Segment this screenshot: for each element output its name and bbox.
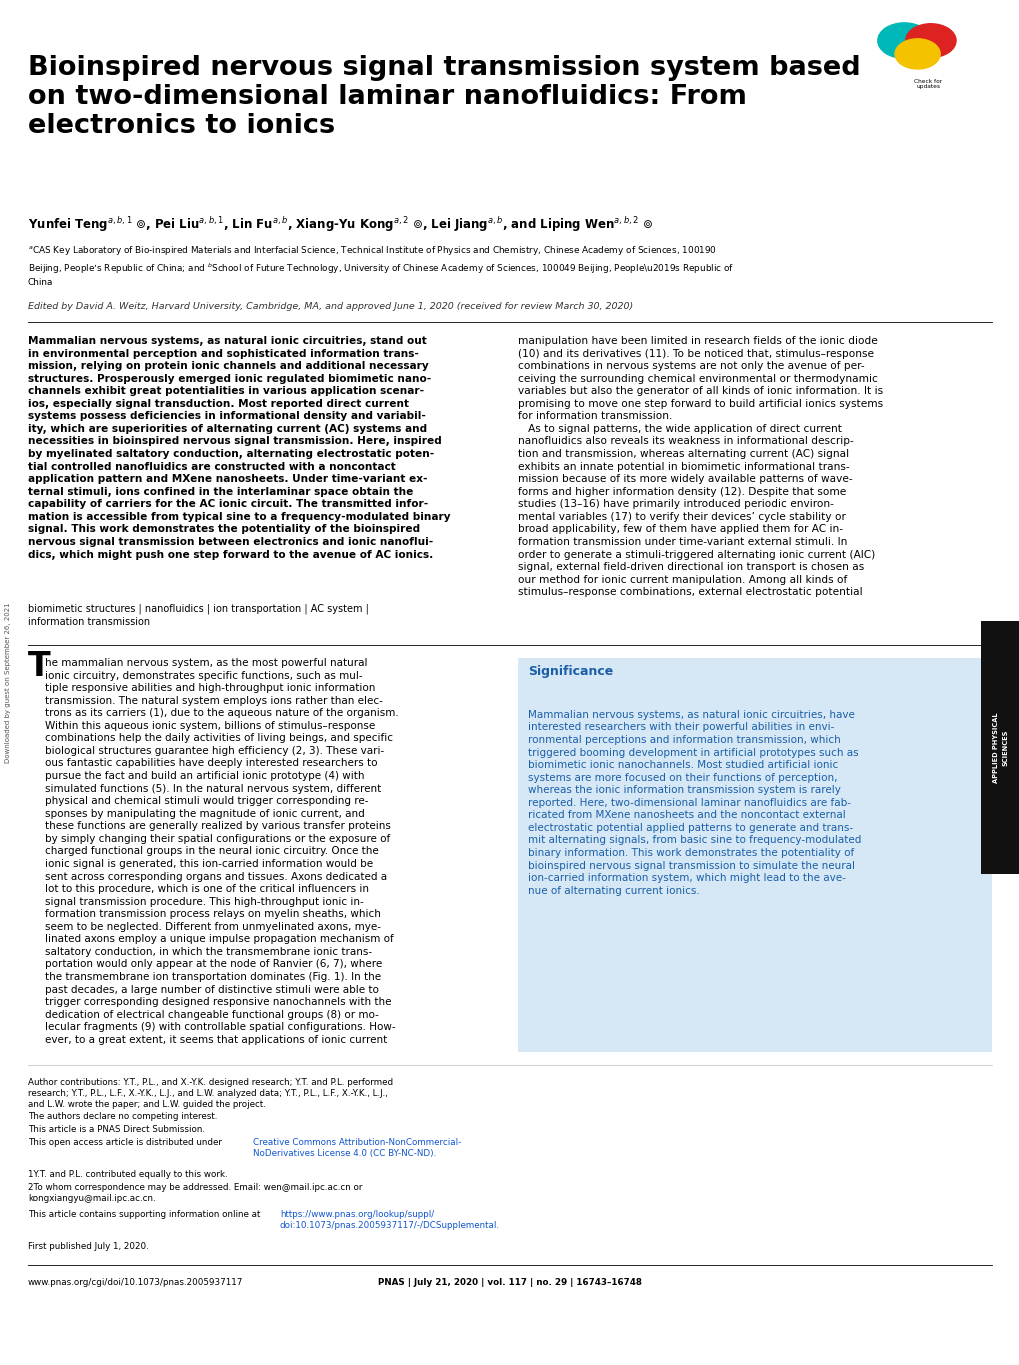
Text: www.pnas.org/cgi/doi/10.1073/pnas.2005937117: www.pnas.org/cgi/doi/10.1073/pnas.200593… — [28, 1278, 244, 1287]
Text: 2To whom correspondence may be addressed. Email: wen@mail.ipc.ac.cn or
kongxiang: 2To whom correspondence may be addressed… — [28, 1183, 362, 1203]
Text: Check for
updates: Check for updates — [913, 79, 942, 90]
Text: Mammalian nervous systems, as natural ionic circuitries, have
interested researc: Mammalian nervous systems, as natural io… — [528, 710, 860, 895]
Text: 1Y.T. and P.L. contributed equally to this work.: 1Y.T. and P.L. contributed equally to th… — [28, 1170, 227, 1179]
Text: PNAS | July 21, 2020 | vol. 117 | no. 29 | 16743–16748: PNAS | July 21, 2020 | vol. 117 | no. 29… — [378, 1278, 641, 1287]
Text: https://www.pnas.org/lookup/suppl/
doi:10.1073/pnas.2005937117/-/DCSupplemental.: https://www.pnas.org/lookup/suppl/ doi:1… — [280, 1209, 499, 1230]
FancyBboxPatch shape — [858, 8, 997, 100]
FancyBboxPatch shape — [980, 621, 1019, 874]
Text: The authors declare no competing interest.: The authors declare no competing interes… — [28, 1112, 217, 1121]
Text: $^a$CAS Key Laboratory of Bio-inspired Materials and Interfacial Science, Techni: $^a$CAS Key Laboratory of Bio-inspired M… — [28, 244, 734, 288]
Text: he mammalian nervous system, as the most powerful natural
ionic circuitry, demon: he mammalian nervous system, as the most… — [45, 658, 398, 1044]
Text: Author contributions: Y.T., P.L., and X.-Y.K. designed research; Y.T. and P.L. p: Author contributions: Y.T., P.L., and X.… — [28, 1078, 392, 1110]
Text: First published July 1, 2020.: First published July 1, 2020. — [28, 1242, 149, 1250]
Text: Creative Commons Attribution-NonCommercial-
NoDerivatives License 4.0 (CC BY-NC-: Creative Commons Attribution-NonCommerci… — [253, 1138, 461, 1158]
Text: This article is a PNAS Direct Submission.: This article is a PNAS Direct Submission… — [28, 1125, 205, 1134]
Text: Bioinspired nervous signal transmission system based
on two-dimensional laminar : Bioinspired nervous signal transmission … — [28, 55, 860, 139]
Text: Mammalian nervous systems, as natural ionic circuitries, stand out
in environmen: Mammalian nervous systems, as natural io… — [28, 336, 450, 560]
Circle shape — [905, 23, 955, 57]
Text: biomimetic structures | nanofluidics | ion transportation | AC system |
informat: biomimetic structures | nanofluidics | i… — [28, 603, 369, 627]
Text: T: T — [28, 650, 51, 682]
Text: This article contains supporting information online at: This article contains supporting informa… — [28, 1209, 263, 1219]
Text: manipulation have been limited in research fields of the ionic diode
(10) and it: manipulation have been limited in resear… — [518, 336, 882, 598]
Circle shape — [877, 23, 930, 59]
Text: Yunfei Teng$^{a,b,1}$ $\circledcirc$, Pei Liu$^{a,b,1}$, Lin Fu$^{a,b}$, Xiang-Y: Yunfei Teng$^{a,b,1}$ $\circledcirc$, Pe… — [28, 216, 652, 233]
FancyBboxPatch shape — [518, 658, 991, 1052]
Text: Edited by David A. Weitz, Harvard University, Cambridge, MA, and approved June 1: Edited by David A. Weitz, Harvard Univer… — [28, 302, 633, 311]
Text: Downloaded by guest on September 26, 2021: Downloaded by guest on September 26, 202… — [5, 602, 11, 763]
Text: Significance: Significance — [528, 665, 612, 678]
Circle shape — [895, 38, 940, 70]
Text: This open access article is distributed under: This open access article is distributed … — [28, 1138, 224, 1147]
Text: APPLIED PHYSICAL
SCIENCES: APPLIED PHYSICAL SCIENCES — [993, 713, 1007, 782]
